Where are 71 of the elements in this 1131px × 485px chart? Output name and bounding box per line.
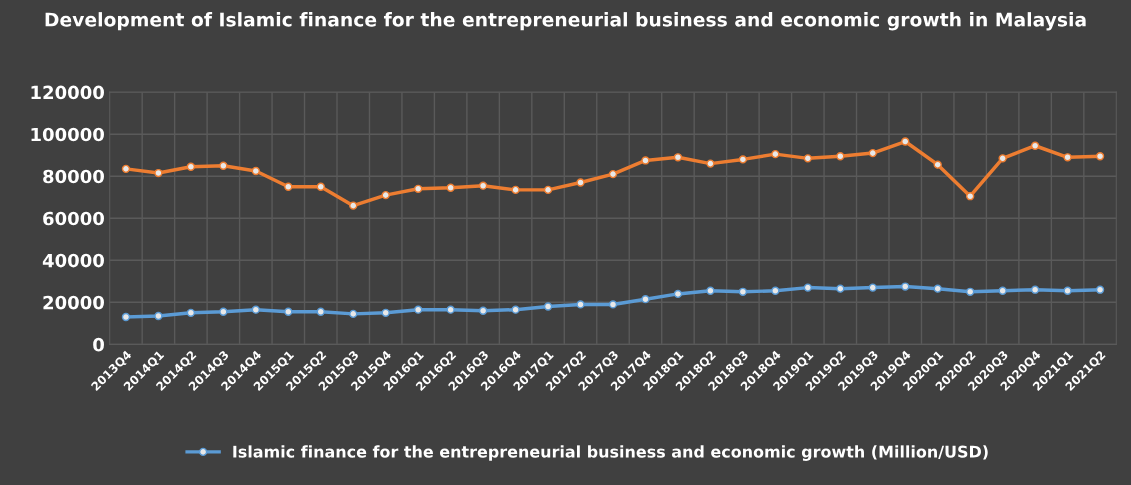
point [998, 154, 1007, 163]
point [446, 305, 455, 314]
point [219, 307, 228, 316]
point [738, 287, 748, 296]
point [576, 178, 585, 187]
point [284, 307, 293, 316]
point [836, 284, 845, 293]
y-tick-label: 40000 [42, 253, 104, 268]
point [803, 283, 812, 292]
y-tick-label: 60000 [43, 211, 104, 226]
point [251, 305, 260, 314]
point [478, 306, 488, 315]
point [803, 154, 812, 163]
point [186, 308, 196, 317]
point [121, 164, 131, 174]
y-tick-label: 100000 [31, 127, 104, 142]
point [381, 308, 390, 317]
point [868, 148, 877, 158]
point [998, 286, 1007, 295]
chart-title: Development of Islamic finance for the entrepreneurial business and economic growth in Malaysia [45, 12, 1086, 31]
point [381, 190, 390, 200]
y-tick-label: 80000 [43, 169, 104, 184]
point [186, 162, 196, 171]
point [901, 137, 910, 146]
point [154, 168, 163, 178]
point [511, 305, 520, 314]
y-tick-label: 120000 [31, 85, 104, 100]
point [641, 156, 650, 165]
point [576, 300, 585, 309]
point [251, 166, 260, 176]
point [511, 185, 520, 195]
point [933, 160, 942, 169]
point [543, 302, 553, 311]
point [414, 184, 423, 193]
point [1095, 152, 1105, 161]
point [154, 311, 163, 321]
point [608, 300, 618, 309]
point [219, 161, 228, 170]
point [641, 294, 650, 304]
point [284, 182, 293, 191]
point [836, 152, 845, 161]
point [901, 282, 910, 291]
point [1095, 285, 1105, 294]
point [316, 182, 325, 191]
point [316, 307, 325, 316]
legend-label: Islamic finance for the entrepreneurial business and economic growth (Million/USD) [233, 445, 988, 461]
point [543, 185, 553, 195]
point [478, 181, 488, 190]
point [446, 183, 455, 192]
point [966, 287, 975, 296]
point [706, 286, 715, 295]
point [738, 155, 748, 164]
point [608, 169, 618, 179]
y-tick-label: 0 [93, 337, 104, 352]
point [1063, 286, 1072, 295]
point [1030, 285, 1040, 294]
point [349, 201, 358, 210]
point [673, 289, 683, 299]
y-tick-label: 20000 [43, 295, 104, 310]
point [706, 159, 715, 168]
point [771, 286, 780, 295]
point [414, 305, 423, 314]
point [966, 192, 975, 201]
point [121, 312, 131, 322]
point [673, 153, 683, 162]
point [1030, 141, 1040, 150]
point [933, 284, 942, 293]
point [868, 283, 877, 292]
point [349, 309, 358, 319]
point [771, 149, 780, 159]
point [1063, 153, 1072, 162]
